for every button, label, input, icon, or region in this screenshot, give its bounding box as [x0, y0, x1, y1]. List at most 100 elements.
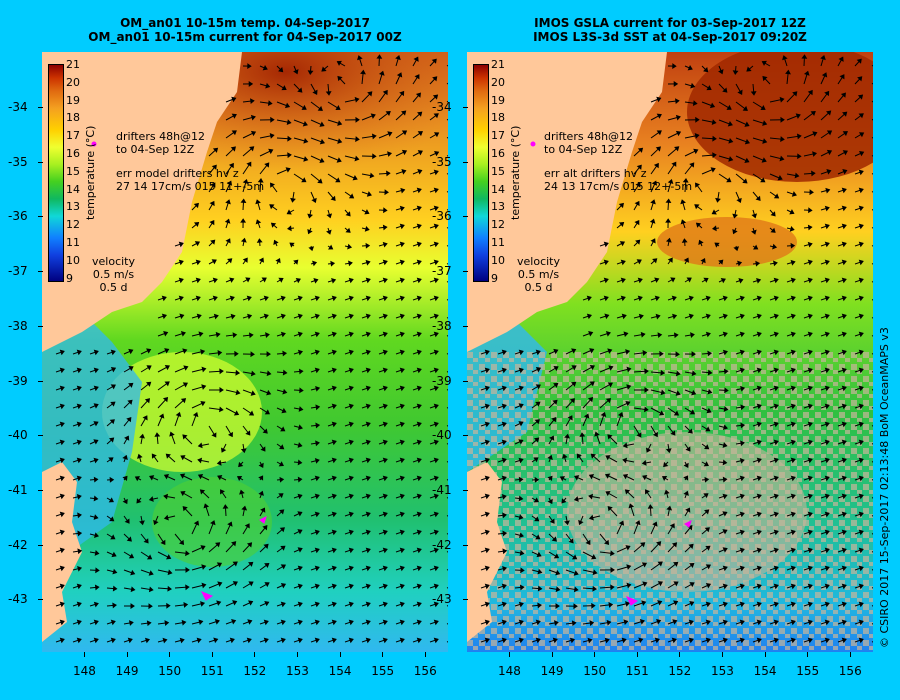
left-title-line1: OM_an01 10-15m temp. 04-Sep-2017 [120, 16, 370, 30]
current-arrowhead [588, 514, 594, 521]
current-arrowhead [247, 619, 253, 625]
current-arrowhead [644, 387, 649, 393]
current-arrowhead [382, 601, 388, 608]
current-arrowhead [610, 584, 615, 591]
current-arrowhead [382, 421, 388, 428]
current-arrowhead [217, 475, 223, 481]
current-arrowhead [169, 431, 175, 437]
current-arrowhead [790, 565, 796, 572]
current-arrowhead [165, 453, 171, 459]
current-arrowhead [578, 519, 584, 526]
current-arrowhead [281, 85, 287, 91]
current-arrowhead [670, 277, 676, 283]
current-arrowhead [297, 87, 303, 93]
current-arrowhead [807, 601, 813, 608]
current-arrowhead [382, 367, 388, 374]
longitude-label: 155 [796, 664, 820, 678]
current-arrowhead [518, 514, 524, 520]
current-arrowhead [245, 277, 251, 283]
current-arrowhead [297, 619, 303, 626]
current-arrowhead [672, 63, 677, 70]
current-arrowhead [807, 349, 813, 356]
current-arrowhead [417, 111, 423, 117]
longitude-tick [849, 652, 851, 657]
current-arrowhead [382, 493, 388, 500]
current-arrowhead [395, 55, 401, 61]
current-arrowhead [650, 238, 656, 244]
current-arrowhead [718, 69, 724, 75]
current-arrowhead [297, 424, 303, 431]
current-arrowhead [93, 514, 99, 520]
current-arrowhead [842, 111, 848, 117]
current-arrowhead [626, 582, 632, 589]
current-arrowhead [796, 133, 802, 140]
current-arrowhead [399, 439, 405, 446]
current-arrowhead [841, 457, 847, 464]
current-arrowhead [807, 547, 813, 554]
current-arrowhead [297, 529, 303, 535]
current-arrowhead [795, 113, 801, 119]
current-arrowhead [773, 619, 779, 626]
current-arrowhead [722, 493, 728, 500]
current-arrowhead [656, 96, 662, 103]
current-arrowhead [698, 239, 704, 245]
current-arrowhead [663, 461, 669, 468]
colorbar-label: 16 [66, 147, 80, 160]
current-arrowhead [858, 583, 864, 590]
current-arrowhead [260, 507, 266, 513]
current-arrowhead [93, 495, 99, 502]
current-arrowhead [518, 619, 524, 626]
current-arrowhead [760, 105, 766, 111]
current-arrowhead [59, 475, 65, 482]
current-arrowhead [603, 539, 610, 546]
current-arrowhead [841, 637, 847, 644]
current-arrowhead [603, 277, 609, 284]
current-arrowhead [110, 534, 116, 540]
current-arrowhead [638, 637, 644, 644]
current-arrowhead [501, 439, 507, 446]
latitude-label: -39 [432, 373, 452, 388]
current-arrowhead [336, 157, 342, 163]
current-arrowhead [603, 295, 609, 302]
current-arrowhead [518, 439, 524, 445]
current-arrowhead [695, 222, 702, 228]
current-arrowhead [739, 565, 745, 572]
current-arrowhead [660, 389, 666, 396]
latitude-tick [463, 489, 468, 491]
current-arrowhead [807, 241, 813, 248]
current-arrowhead [537, 585, 543, 592]
current-arrowhead [201, 384, 207, 390]
current-arrowhead [655, 313, 661, 320]
current-arrowhead [534, 516, 540, 522]
land-mainland [467, 52, 667, 352]
current-arrowhead [382, 403, 388, 410]
longitude-tick [126, 652, 128, 657]
current-arrowhead [858, 511, 864, 518]
current-arrowhead [858, 150, 865, 157]
current-arrowhead [77, 565, 83, 572]
current-arrowhead [841, 349, 847, 356]
current-arrowhead [127, 399, 133, 405]
current-arrowhead [331, 493, 337, 500]
current-arrowhead [266, 351, 271, 358]
current-arrowhead [484, 367, 490, 374]
current-arrowhead [518, 637, 524, 644]
current-arrowhead [180, 398, 187, 404]
current-arrowhead [484, 475, 490, 482]
current-arrowhead [130, 603, 135, 609]
current-arrowhead [841, 421, 847, 428]
current-arrowhead [586, 313, 592, 320]
current-arrowhead [709, 102, 716, 109]
longitude-label: 150 [583, 664, 607, 678]
current-arrowhead [576, 453, 582, 459]
current-arrowhead [94, 584, 100, 591]
current-arrowhead [780, 116, 785, 123]
current-arrowhead [756, 547, 762, 554]
colorbar-label: 12 [491, 218, 505, 232]
current-arrowhead [740, 385, 746, 392]
current-arrowhead [179, 473, 186, 479]
current-arrowhead [433, 601, 439, 608]
current-arrowhead [317, 178, 323, 184]
current-arrowhead [636, 432, 642, 438]
drifter-tracks [91, 141, 267, 601]
